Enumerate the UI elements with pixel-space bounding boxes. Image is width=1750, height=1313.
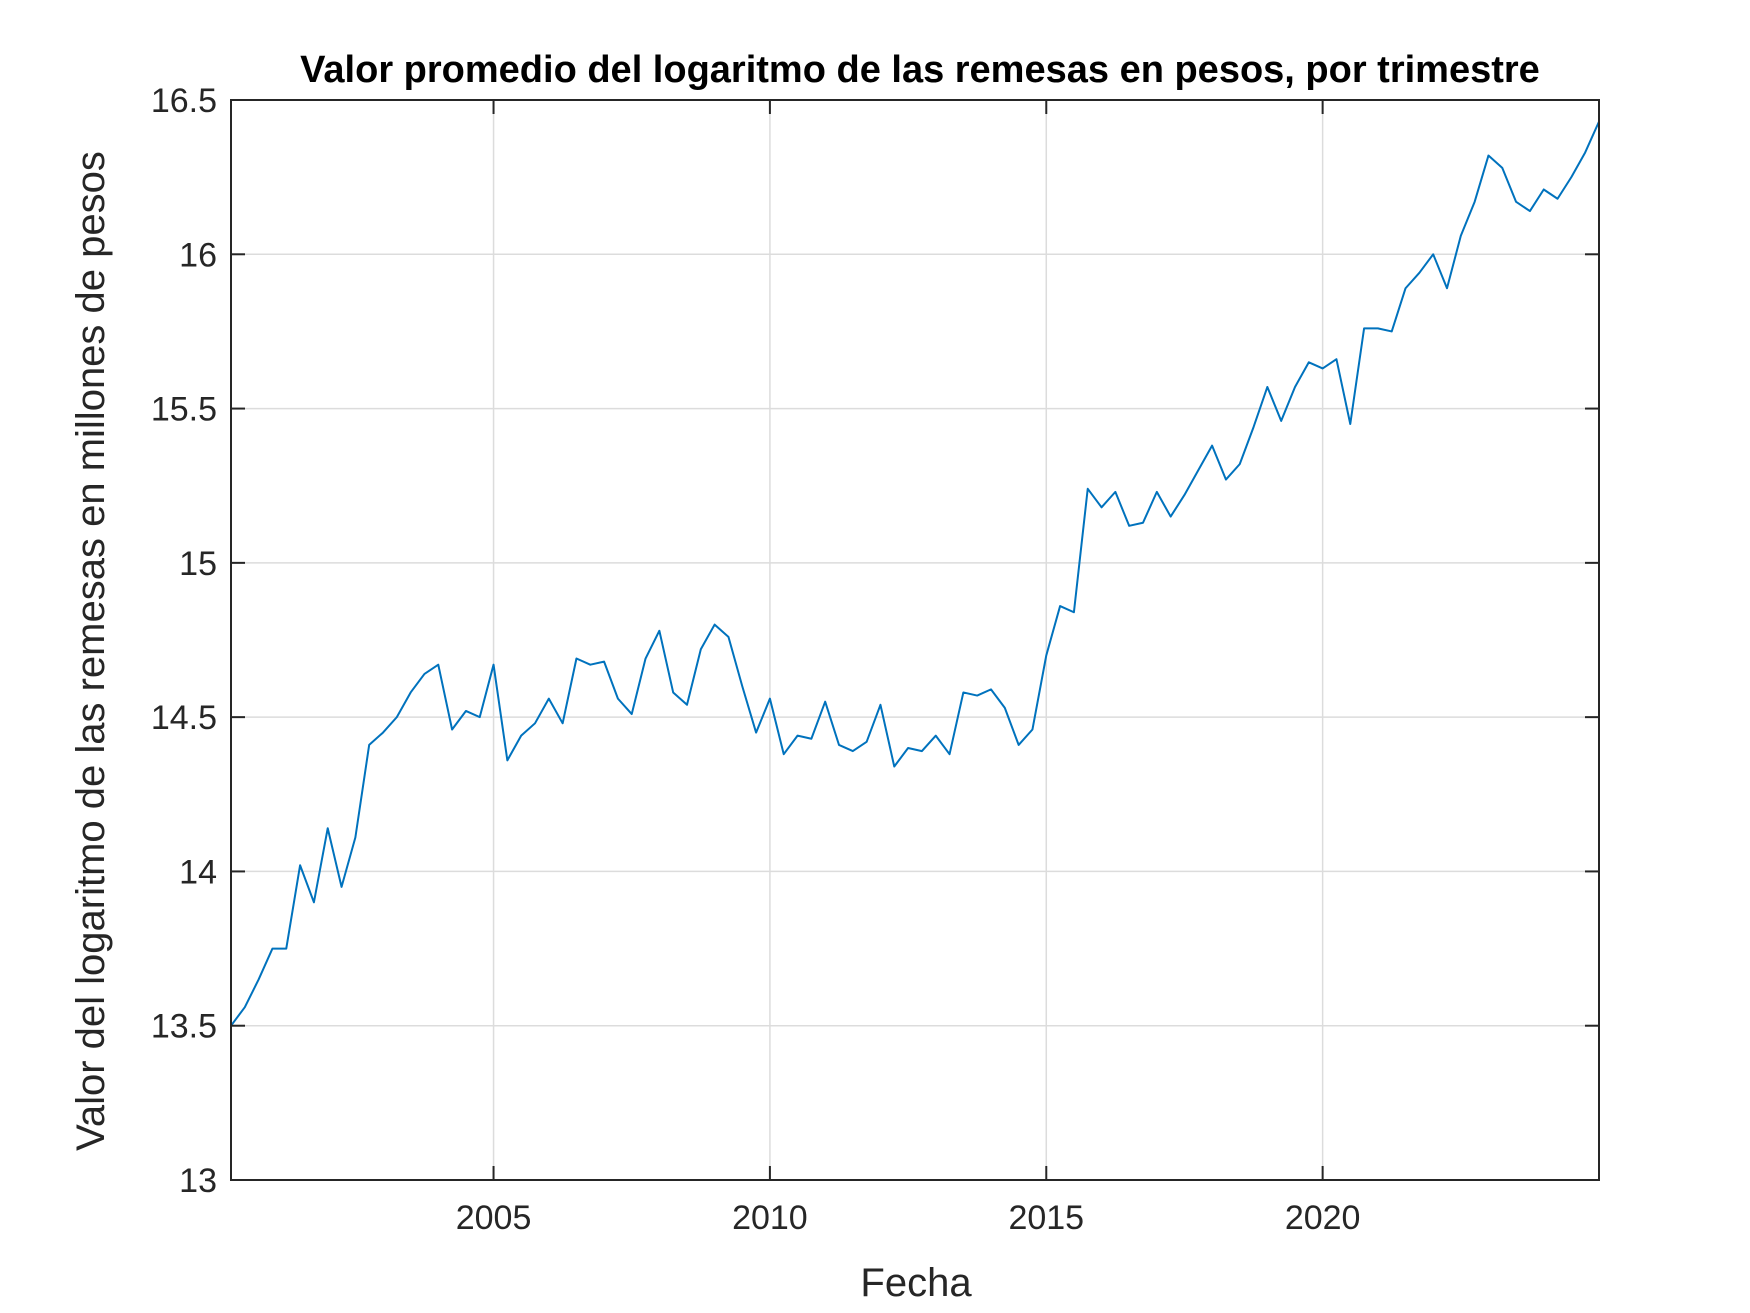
series-layer	[230, 121, 1600, 1027]
y-tick-label: 13.5	[151, 1008, 217, 1046]
grid	[231, 100, 1599, 1180]
x-tick-label: 2005	[456, 1199, 532, 1237]
x-axis-label: Fecha	[860, 1261, 972, 1305]
tick-labels: 2005 2010 2015 2020 13 13.5 14 14.5 15 15.5 16 16.5	[151, 82, 1361, 1237]
y-axis-label: Valor del logaritmo de las remesas en mi…	[69, 151, 113, 1151]
y-tick-label: 15	[179, 545, 217, 583]
chart-title: Valor promedio del logaritmo de las reme…	[300, 49, 1540, 91]
series-line	[230, 121, 1600, 1027]
y-tick-label: 14.5	[151, 699, 217, 737]
x-tick-label: 2010	[732, 1199, 808, 1237]
axes	[230, 99, 1600, 1181]
y-tick-label: 15.5	[151, 391, 217, 429]
x-tick-label: 2020	[1285, 1199, 1361, 1237]
y-tick-label: 16.5	[151, 82, 217, 120]
plot-frame	[230, 99, 1600, 1181]
x-tick-label: 2015	[1008, 1199, 1084, 1237]
y-tick-label: 13	[179, 1162, 217, 1200]
y-tick-label: 16	[179, 236, 217, 274]
y-tick-label: 14	[179, 853, 217, 891]
